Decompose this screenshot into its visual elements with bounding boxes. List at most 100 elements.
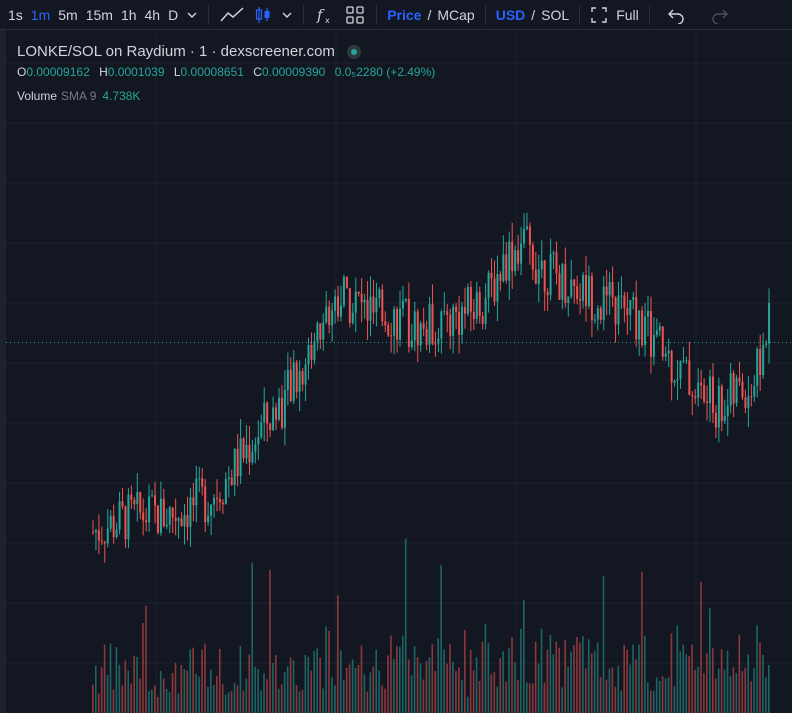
volume-bar: [195, 673, 197, 713]
volume-bar: [608, 668, 611, 713]
interval-15m[interactable]: 15m: [85, 6, 113, 23]
candle-body: [437, 338, 440, 344]
candle-body: [183, 515, 186, 527]
candle-body: [573, 279, 576, 287]
candle-body: [446, 311, 449, 315]
candle-body: [620, 295, 623, 297]
volume-bar: [682, 644, 685, 713]
volume-bar: [124, 660, 127, 713]
volume-bar: [691, 644, 693, 713]
volume-bar: [384, 688, 386, 713]
volume-bar: [378, 670, 380, 713]
layout-grid-icon[interactable]: [340, 3, 370, 27]
high-value: 0.0001039: [107, 65, 165, 79]
candle-body: [614, 297, 617, 325]
chevron-down-icon[interactable]: [277, 3, 297, 27]
line-chart-icon[interactable]: [215, 3, 249, 27]
volume-bar: [472, 670, 475, 713]
fullscreen-icon[interactable]: [586, 3, 612, 27]
volume-bar: [561, 687, 563, 713]
volume-bar: [632, 644, 634, 713]
candle-body: [422, 323, 425, 329]
volume-bar: [94, 665, 97, 713]
candle-body: [741, 381, 744, 398]
candle-body: [319, 323, 322, 340]
volume-bar: [92, 684, 94, 713]
interval-1h[interactable]: 1h: [120, 6, 137, 23]
price-toggle[interactable]: Price: [387, 6, 422, 23]
candle-body: [638, 310, 641, 340]
candle-body: [351, 312, 354, 323]
interval-d[interactable]: D: [168, 6, 179, 23]
candle-body: [440, 311, 443, 339]
candle-body: [567, 296, 570, 303]
candle-body: [463, 307, 466, 314]
price-chart[interactable]: [6, 30, 792, 713]
candle-body: [469, 287, 472, 312]
candle-body: [286, 369, 289, 391]
volume-bar: [531, 683, 534, 713]
candle-body: [466, 287, 469, 314]
volume-bar: [239, 645, 242, 713]
volume-bar: [540, 628, 543, 713]
sol-toggle[interactable]: SOL: [541, 6, 570, 23]
candle-body: [156, 505, 159, 533]
volume-bar: [738, 634, 741, 713]
volume-bar: [753, 668, 755, 713]
candle-body: [629, 300, 632, 316]
candle-body: [658, 326, 661, 331]
market-status-icon[interactable]: [346, 44, 361, 59]
volume-bar: [97, 693, 100, 713]
candle-body: [366, 299, 369, 321]
candle-body: [499, 274, 502, 281]
separator-slash: /: [427, 6, 432, 23]
chevron-down-icon[interactable]: [182, 3, 202, 27]
candle-body: [481, 316, 484, 324]
redo-icon[interactable]: [706, 3, 734, 27]
volume-bar: [254, 666, 256, 713]
candle-body: [236, 448, 239, 477]
volume-bar: [381, 685, 383, 713]
candle-body: [413, 311, 416, 341]
candle-body: [180, 518, 183, 527]
candle-body: [738, 377, 741, 382]
mcap-toggle[interactable]: MCap: [437, 6, 475, 23]
candle-body: [617, 295, 620, 325]
candle-body: [334, 296, 337, 311]
candle-body: [227, 477, 230, 480]
interval-5m[interactable]: 5m: [58, 6, 78, 23]
volume-bar: [567, 666, 569, 713]
volume-bar: [345, 667, 348, 713]
candle-body: [523, 228, 526, 244]
volume-bar: [667, 677, 670, 713]
volume-bar: [251, 562, 254, 713]
volume-bar: [413, 646, 416, 713]
candle-body: [711, 376, 714, 413]
volume-bar: [390, 635, 392, 713]
interval-4h[interactable]: 4h: [144, 6, 161, 23]
candle-body: [605, 286, 608, 296]
candle-body: [582, 274, 585, 301]
candle-body: [112, 515, 115, 537]
candles-icon[interactable]: [249, 3, 277, 27]
volume-bar: [676, 625, 679, 713]
fullscreen-button[interactable]: Full: [616, 6, 639, 23]
candle-body: [207, 515, 210, 523]
volume-bar: [756, 625, 758, 713]
volume-bar: [221, 684, 224, 713]
candle-body: [449, 314, 452, 337]
undo-icon[interactable]: [662, 3, 690, 27]
volume-bar: [546, 649, 549, 713]
interval-1s[interactable]: 1s: [8, 6, 23, 23]
volume-bar: [425, 660, 428, 713]
candle-body: [360, 293, 363, 303]
candle-body: [109, 515, 112, 529]
volume-bar: [313, 651, 316, 713]
interval-1m[interactable]: 1m: [30, 6, 51, 23]
toolbar-divider: [648, 4, 650, 25]
volume-bar: [717, 668, 720, 713]
usd-toggle[interactable]: USD: [495, 6, 526, 23]
toolbar-divider: [484, 4, 486, 25]
chart-area[interactable]: [0, 30, 792, 713]
